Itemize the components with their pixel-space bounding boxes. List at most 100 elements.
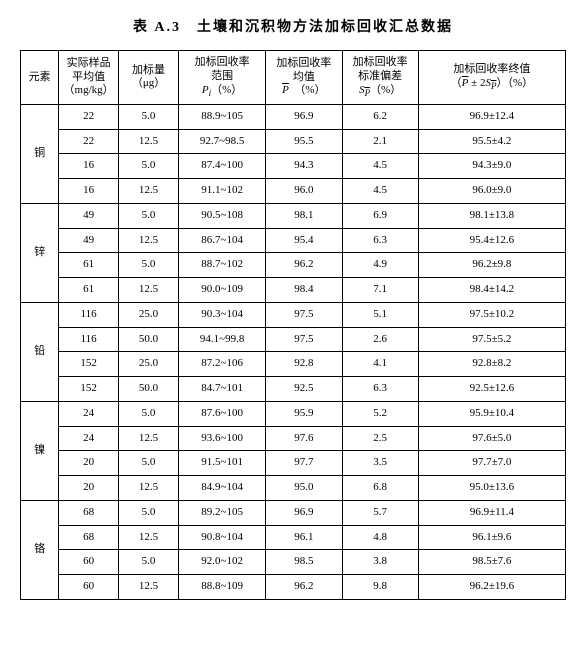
cell-range: 92.0~102 <box>179 550 266 575</box>
cell-mean: 68 <box>59 500 119 525</box>
cell-range: 94.1~99.8 <box>179 327 266 352</box>
cell-meanp: 98.4 <box>266 278 342 303</box>
cell-std: 6.3 <box>342 377 418 402</box>
cell-range: 93.6~100 <box>179 426 266 451</box>
cell-mean: 24 <box>59 401 119 426</box>
table-row: 2412.593.6~10097.62.597.6±5.0 <box>21 426 566 451</box>
cell-std: 3.5 <box>342 451 418 476</box>
cell-range: 84.7~101 <box>179 377 266 402</box>
cell-spike: 12.5 <box>119 426 179 451</box>
cell-final: 96.1±9.6 <box>418 525 565 550</box>
cell-range: 84.9~104 <box>179 476 266 501</box>
cell-mean: 24 <box>59 426 119 451</box>
cell-mean: 20 <box>59 451 119 476</box>
table-row: 15225.087.2~10692.84.192.8±8.2 <box>21 352 566 377</box>
cell-final: 94.3±9.0 <box>418 154 565 179</box>
col-element: 元素 <box>21 51 59 105</box>
cell-spike: 5.0 <box>119 451 179 476</box>
cell-spike: 12.5 <box>119 228 179 253</box>
table-row: 605.092.0~10298.53.898.5±7.6 <box>21 550 566 575</box>
cell-spike: 50.0 <box>119 377 179 402</box>
table-row: 铬685.089.2~10596.95.796.9±11.4 <box>21 500 566 525</box>
cell-std: 6.3 <box>342 228 418 253</box>
cell-range: 92.7~98.5 <box>179 129 266 154</box>
cell-range: 87.4~100 <box>179 154 266 179</box>
cell-meanp: 94.3 <box>266 154 342 179</box>
cell-range: 87.2~106 <box>179 352 266 377</box>
table-row: 615.088.7~10296.24.996.2±9.8 <box>21 253 566 278</box>
cell-meanp: 96.0 <box>266 179 342 204</box>
cell-spike: 12.5 <box>119 278 179 303</box>
cell-final: 96.2±9.8 <box>418 253 565 278</box>
cell-meanp: 96.9 <box>266 104 342 129</box>
cell-range: 91.1~102 <box>179 179 266 204</box>
cell-range: 87.6~100 <box>179 401 266 426</box>
cell-final: 92.8±8.2 <box>418 352 565 377</box>
cell-range: 90.3~104 <box>179 302 266 327</box>
cell-meanp: 97.5 <box>266 302 342 327</box>
col-std: 加标回收率 标准偏差 SP（%） <box>342 51 418 105</box>
cell-final: 97.5±5.2 <box>418 327 565 352</box>
cell-mean: 152 <box>59 352 119 377</box>
cell-std: 4.5 <box>342 179 418 204</box>
cell-range: 86.7~104 <box>179 228 266 253</box>
cell-std: 2.1 <box>342 129 418 154</box>
cell-final: 97.5±10.2 <box>418 302 565 327</box>
cell-std: 6.8 <box>342 476 418 501</box>
cell-std: 3.8 <box>342 550 418 575</box>
cell-final: 96.9±12.4 <box>418 104 565 129</box>
cell-mean: 116 <box>59 302 119 327</box>
header-row: 元素 实际样品 平均值 （mg/kg） 加标量 （μg） 加标回收率 范围 Pi… <box>21 51 566 105</box>
cell-std: 4.9 <box>342 253 418 278</box>
cell-std: 2.6 <box>342 327 418 352</box>
cell-spike: 5.0 <box>119 104 179 129</box>
cell-std: 9.8 <box>342 575 418 600</box>
col-sample-mean: 实际样品 平均值 （mg/kg） <box>59 51 119 105</box>
cell-std: 6.9 <box>342 203 418 228</box>
table-row: 205.091.5~10197.73.597.7±7.0 <box>21 451 566 476</box>
cell-mean: 49 <box>59 203 119 228</box>
cell-final: 97.7±7.0 <box>418 451 565 476</box>
cell-mean: 61 <box>59 278 119 303</box>
cell-spike: 5.0 <box>119 500 179 525</box>
cell-meanp: 95.0 <box>266 476 342 501</box>
table-row: 锌495.090.5~10898.16.998.1±13.8 <box>21 203 566 228</box>
data-table: 元素 实际样品 平均值 （mg/kg） 加标量 （μg） 加标回收率 范围 Pi… <box>20 50 566 600</box>
cell-spike: 5.0 <box>119 550 179 575</box>
cell-spike: 12.5 <box>119 525 179 550</box>
cell-spike: 25.0 <box>119 352 179 377</box>
cell-element: 锌 <box>21 203 59 302</box>
table-row: 15250.084.7~10192.56.392.5±12.6 <box>21 377 566 402</box>
cell-spike: 12.5 <box>119 129 179 154</box>
cell-mean: 22 <box>59 129 119 154</box>
table-row: 镍245.087.6~10095.95.295.9±10.4 <box>21 401 566 426</box>
cell-final: 98.1±13.8 <box>418 203 565 228</box>
cell-meanp: 96.2 <box>266 575 342 600</box>
cell-element: 铅 <box>21 302 59 401</box>
cell-mean: 16 <box>59 154 119 179</box>
col-mean-recovery: 加标回收率 均值 P （%） <box>266 51 342 105</box>
cell-final: 96.9±11.4 <box>418 500 565 525</box>
cell-final: 95.0±13.6 <box>418 476 565 501</box>
cell-element: 铜 <box>21 104 59 203</box>
cell-meanp: 96.9 <box>266 500 342 525</box>
cell-meanp: 95.4 <box>266 228 342 253</box>
cell-mean: 60 <box>59 550 119 575</box>
cell-range: 90.0~109 <box>179 278 266 303</box>
cell-spike: 5.0 <box>119 154 179 179</box>
table-body: 铜225.088.9~10596.96.296.9±12.42212.592.7… <box>21 104 566 599</box>
cell-final: 97.6±5.0 <box>418 426 565 451</box>
cell-meanp: 98.5 <box>266 550 342 575</box>
col-range: 加标回收率 范围 Pi（%） <box>179 51 266 105</box>
table-row: 165.087.4~10094.34.594.3±9.0 <box>21 154 566 179</box>
cell-meanp: 96.1 <box>266 525 342 550</box>
cell-range: 88.8~109 <box>179 575 266 600</box>
cell-mean: 60 <box>59 575 119 600</box>
cell-final: 95.5±4.2 <box>418 129 565 154</box>
cell-meanp: 95.9 <box>266 401 342 426</box>
cell-final: 98.5±7.6 <box>418 550 565 575</box>
cell-range: 89.2~105 <box>179 500 266 525</box>
cell-meanp: 97.7 <box>266 451 342 476</box>
cell-std: 4.8 <box>342 525 418 550</box>
cell-meanp: 92.5 <box>266 377 342 402</box>
